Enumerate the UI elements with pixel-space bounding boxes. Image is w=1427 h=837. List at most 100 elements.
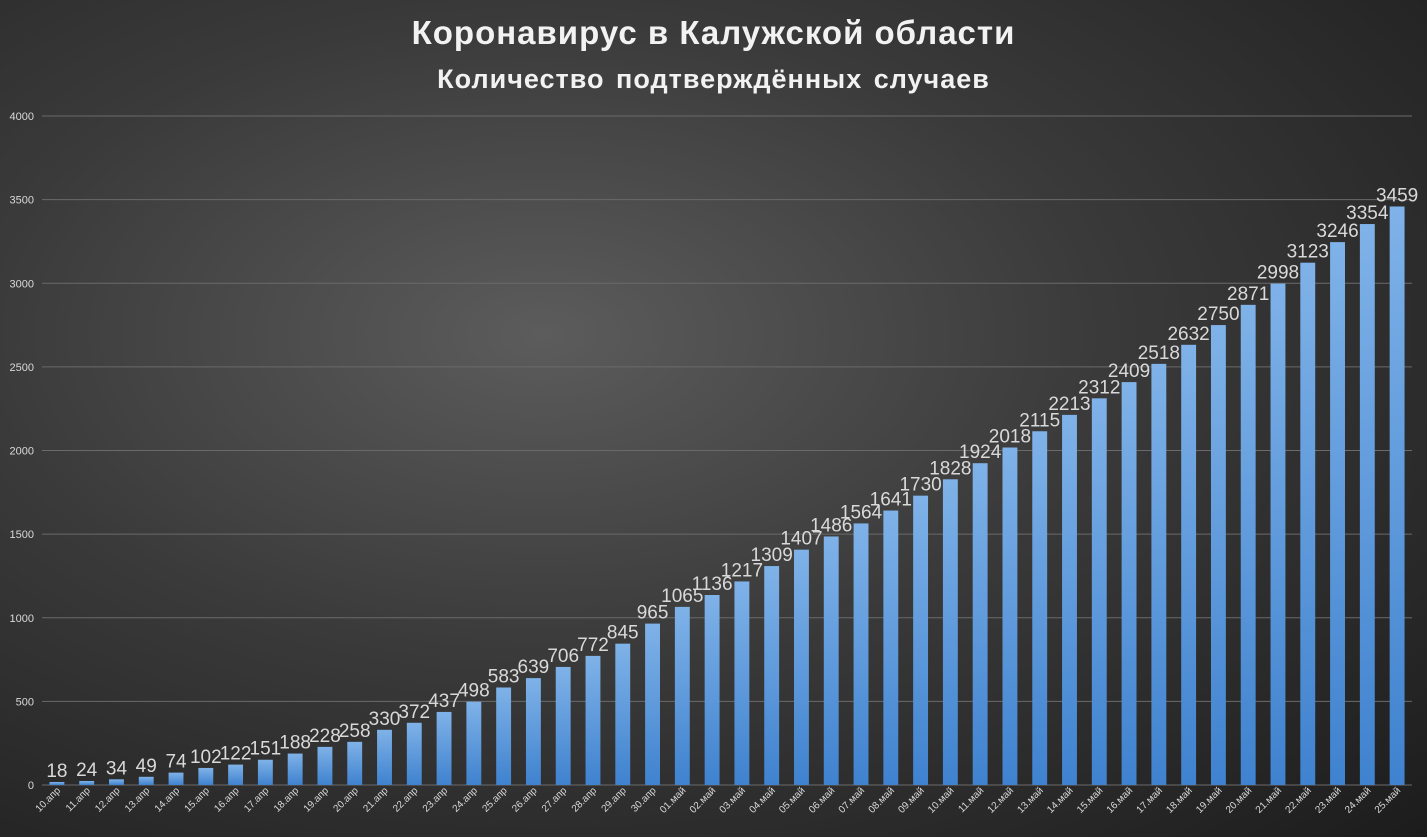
y-tick-label: 500	[16, 696, 34, 708]
data-label: 1730	[899, 475, 941, 496]
bar	[972, 463, 988, 785]
x-tick-label: 23.май	[1313, 785, 1343, 815]
data-label: 102	[190, 747, 222, 768]
x-tick-label: 12.май	[986, 785, 1016, 815]
data-label: 1065	[661, 586, 703, 607]
data-label: 3246	[1316, 221, 1358, 242]
data-label: 2998	[1257, 263, 1299, 284]
x-tick-label: 14.апр	[153, 785, 183, 815]
bar	[317, 746, 333, 785]
bar	[525, 678, 541, 785]
data-label: 2312	[1078, 377, 1120, 398]
bar	[645, 623, 660, 785]
data-label: 1828	[929, 458, 971, 479]
x-tick-label: 15.май	[1075, 785, 1105, 815]
data-label: 1407	[780, 529, 822, 550]
x-tick-label: 06.май	[807, 785, 837, 815]
x-tick-label: 14.май	[1045, 785, 1075, 815]
bar	[496, 687, 512, 785]
y-tick-label: 1000	[10, 613, 34, 625]
bars	[49, 206, 1405, 786]
bar	[1270, 283, 1286, 785]
data-label: 258	[339, 721, 371, 742]
data-label: 1217	[721, 560, 763, 581]
x-tick-label: 15.апр	[183, 785, 213, 815]
bar	[942, 479, 958, 785]
x-tick-label: 28.апр	[570, 785, 600, 815]
x-tick-label: 05.май	[777, 785, 807, 815]
x-tick-label: 11.май	[956, 785, 986, 815]
x-tick-label: 19.май	[1194, 785, 1224, 815]
x-tick-label: 07.май	[837, 785, 867, 815]
bar	[1210, 325, 1226, 785]
data-label: 1136	[692, 574, 733, 595]
bar	[1151, 363, 1167, 785]
x-tick-label: 21.май	[1254, 785, 1284, 815]
bar	[1330, 242, 1345, 785]
x-tick-label: 13.апр	[123, 785, 153, 815]
data-label: 706	[547, 646, 579, 667]
bar	[853, 523, 869, 785]
x-tick-label: 29.апр	[600, 785, 630, 815]
y-axis: 0 500 1000 1500 2000 2500 3000 3500 4000	[10, 111, 34, 792]
x-tick-label: 22.май	[1284, 785, 1314, 815]
x-axis: 10.апр 11.апр 12.апр 13.апр 14.апр 15.апр 16.а…	[34, 785, 1404, 816]
x-tick-label: 17.май	[1135, 785, 1165, 815]
y-tick-label: 3500	[10, 195, 34, 207]
x-tick-label: 19.апр	[302, 785, 332, 815]
data-label: 2518	[1138, 343, 1180, 364]
data-label: 2213	[1048, 394, 1090, 415]
x-tick-label: 16.май	[1105, 785, 1135, 815]
data-label: 3123	[1287, 242, 1329, 263]
x-tick-label: 12.апр	[93, 785, 123, 815]
bar	[168, 772, 184, 785]
bar	[1181, 344, 1197, 785]
data-labels: 18 24 34 49 74 102122151188228258330372437498…	[46, 185, 1418, 782]
data-label: 498	[458, 681, 490, 702]
x-tick-label: 25.апр	[480, 785, 510, 815]
data-label: 330	[369, 709, 401, 730]
bar	[466, 701, 482, 785]
data-label: 2750	[1197, 304, 1239, 325]
data-label: 49	[136, 756, 157, 777]
data-label: 2409	[1108, 361, 1150, 382]
data-label: 2018	[989, 426, 1031, 447]
x-tick-label: 22.апр	[391, 785, 421, 815]
x-tick-label: 10.апр	[34, 785, 64, 815]
bar	[555, 666, 571, 785]
data-label: 2871	[1227, 284, 1269, 305]
bar	[1389, 206, 1405, 786]
data-label: 965	[637, 603, 669, 624]
bar	[764, 566, 780, 785]
data-label: 845	[607, 623, 639, 644]
bar	[734, 581, 750, 785]
bar	[109, 779, 124, 785]
bar	[406, 722, 422, 785]
bar	[674, 606, 690, 785]
data-label: 1309	[751, 545, 793, 566]
x-tick-label: 24.апр	[451, 785, 481, 815]
bar	[1240, 304, 1256, 785]
bar	[794, 549, 809, 785]
x-tick-label: 09.май	[896, 785, 926, 815]
data-label: 437	[428, 691, 460, 712]
bar	[704, 595, 720, 785]
x-tick-label: 03.май	[718, 785, 748, 815]
data-label: 122	[220, 744, 252, 765]
data-label: 74	[165, 752, 187, 773]
bar	[1091, 398, 1107, 785]
bar	[347, 741, 363, 785]
data-label: 583	[488, 666, 520, 687]
bar	[198, 767, 214, 785]
data-label: 1924	[959, 442, 1002, 463]
bar	[1002, 447, 1018, 785]
bar	[585, 655, 601, 785]
x-tick-label: 30.апр	[629, 785, 659, 815]
data-label: 372	[398, 702, 430, 723]
y-tick-label: 0	[28, 780, 34, 792]
data-label: 772	[577, 635, 609, 656]
bar	[377, 729, 392, 785]
x-tick-label: 04.май	[747, 785, 777, 815]
x-tick-label: 23.апр	[421, 785, 451, 815]
